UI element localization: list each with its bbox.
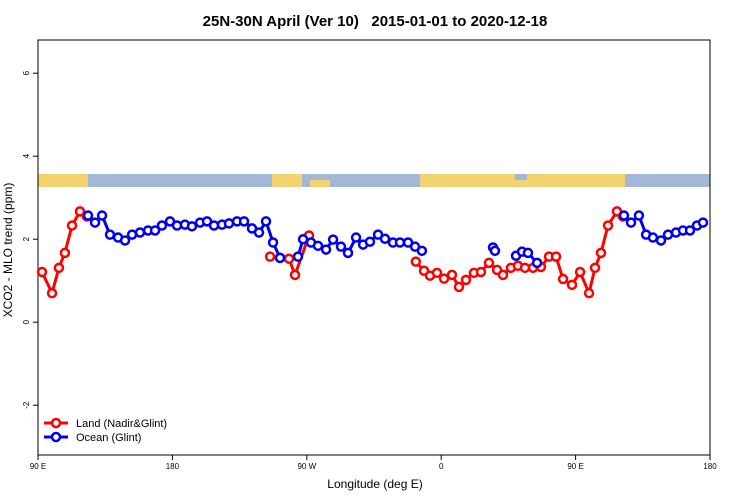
point xyxy=(574,266,586,278)
x-axis-label: Longitude (deg E) xyxy=(327,477,422,491)
point xyxy=(489,245,501,257)
point xyxy=(595,247,607,259)
legend-label: Ocean (Glint) xyxy=(76,432,141,444)
point xyxy=(53,262,65,274)
y-tick-label: 4 xyxy=(22,153,31,158)
point xyxy=(618,210,630,221)
point xyxy=(46,287,58,299)
point xyxy=(320,244,332,255)
x-tick-label: 90 E xyxy=(567,462,583,471)
point xyxy=(149,225,161,236)
y-tick-label: 6 xyxy=(22,70,31,75)
point xyxy=(292,251,304,262)
point xyxy=(104,229,116,240)
x-tick-label: 90 W xyxy=(297,462,316,471)
point xyxy=(327,234,339,245)
point xyxy=(633,210,645,221)
point xyxy=(238,216,250,227)
point xyxy=(655,235,667,246)
point xyxy=(438,273,450,284)
point xyxy=(446,269,458,281)
point xyxy=(453,281,465,293)
point xyxy=(335,241,347,252)
point xyxy=(186,221,198,232)
point xyxy=(410,256,422,267)
legend: Land (Nadir&Glint) Ocean (Glint) xyxy=(44,417,167,444)
point xyxy=(312,240,324,252)
point xyxy=(531,257,543,269)
legend-marker xyxy=(50,431,62,443)
point xyxy=(134,227,146,238)
y-tick-label: 2 xyxy=(22,236,31,241)
point xyxy=(519,262,531,274)
point xyxy=(119,235,131,246)
point xyxy=(522,247,534,259)
point xyxy=(697,217,709,228)
x-tick-label: 180 xyxy=(166,462,180,471)
point xyxy=(264,251,276,262)
point xyxy=(460,274,472,286)
point xyxy=(589,262,601,274)
point xyxy=(267,237,279,248)
point xyxy=(283,253,295,264)
point xyxy=(289,269,301,281)
chart-title: 25N-30N April (Ver 10) 2015-01-01 to 202… xyxy=(203,13,548,30)
point xyxy=(36,266,48,278)
point xyxy=(96,210,108,221)
point xyxy=(647,232,659,243)
point xyxy=(74,206,86,217)
point xyxy=(66,220,78,231)
point xyxy=(602,220,614,231)
point xyxy=(379,233,391,245)
point xyxy=(550,251,562,262)
point xyxy=(566,279,578,291)
point xyxy=(350,232,362,243)
point xyxy=(89,217,101,228)
point xyxy=(260,216,272,227)
legend-marker xyxy=(50,417,62,429)
point xyxy=(59,247,71,259)
y-tick-label: -2 xyxy=(22,401,31,409)
point xyxy=(342,247,354,259)
land-ocean-strip xyxy=(38,174,710,187)
point xyxy=(253,227,265,238)
point xyxy=(82,210,94,221)
y-axis-label: XCO2 - MLO trend (ppm) xyxy=(1,183,15,318)
legend-label: Land (Nadir&Glint) xyxy=(76,418,167,430)
x-tick-label: 0 xyxy=(439,462,444,471)
point xyxy=(416,245,428,257)
point xyxy=(274,252,286,264)
point xyxy=(223,218,235,229)
point xyxy=(483,257,495,269)
x-tick-label: 90 E xyxy=(30,462,46,471)
point xyxy=(625,217,637,228)
point xyxy=(475,266,487,278)
series-line xyxy=(40,209,624,298)
point xyxy=(684,225,696,236)
point xyxy=(156,220,168,231)
point xyxy=(394,237,406,248)
x-tick-label: 180 xyxy=(703,462,717,471)
point xyxy=(583,287,595,299)
point xyxy=(431,267,443,279)
point xyxy=(497,269,509,281)
point xyxy=(557,273,569,285)
y-tick-label: 0 xyxy=(22,319,31,324)
point xyxy=(364,236,376,247)
plot-frame xyxy=(37,39,711,456)
